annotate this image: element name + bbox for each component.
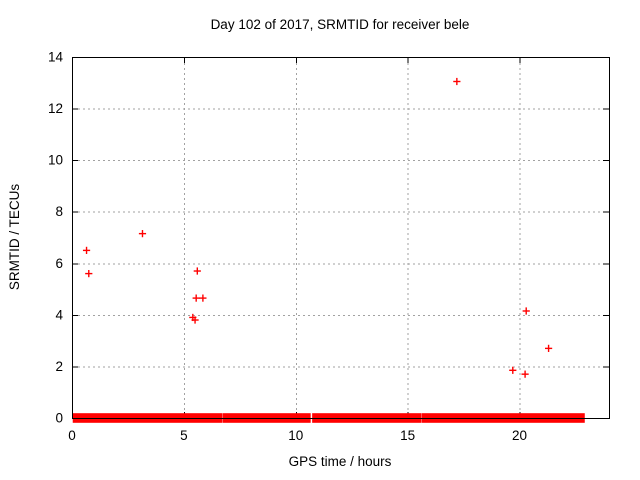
y-tick-label: 0	[55, 411, 63, 426]
data-point-marker	[192, 294, 200, 302]
data-point-marker	[522, 307, 530, 315]
data-point-marker	[191, 316, 199, 324]
grid-layer	[73, 58, 608, 417]
data-point-marker	[453, 77, 461, 86]
data-point-marker	[199, 294, 207, 302]
y-tick-label: 10	[48, 153, 63, 168]
data-point-marker	[193, 267, 201, 275]
data-point-marker	[521, 370, 529, 378]
y-tick-label: 12	[48, 101, 63, 116]
x-tick-label: 10	[288, 428, 303, 443]
y-tick-label: 14	[48, 50, 64, 65]
data-point-marker	[85, 270, 93, 278]
data-point-marker	[82, 246, 91, 254]
y-tick-label: 8	[55, 204, 63, 219]
x-tick-label: 0	[68, 428, 76, 443]
data-point-marker	[509, 366, 517, 374]
y-tick-label: 6	[55, 256, 63, 271]
axis-ticks-layer	[72, 57, 609, 419]
y-tick-label: 2	[55, 359, 63, 374]
data-point-marker	[138, 230, 147, 238]
x-tick-label: 15	[400, 428, 415, 443]
x-tick-label: 5	[180, 428, 188, 443]
tick-labels-layer: 0 5 10 15 20 0 2 4 6 8 10 12 14	[48, 50, 527, 444]
y-tick-label: 4	[55, 307, 63, 322]
chart-title: Day 102 of 2017, SRMTID for receiver bel…	[211, 17, 470, 32]
y-axis-label: SRMTID / TECUs	[7, 184, 22, 291]
plot-border-layer	[71, 56, 611, 420]
data-point-marker	[544, 344, 553, 352]
plot-border	[71, 56, 611, 420]
data-points-layer	[82, 77, 553, 378]
x-tick-label: 20	[512, 428, 527, 443]
x-axis-label: GPS time / hours	[289, 454, 392, 469]
